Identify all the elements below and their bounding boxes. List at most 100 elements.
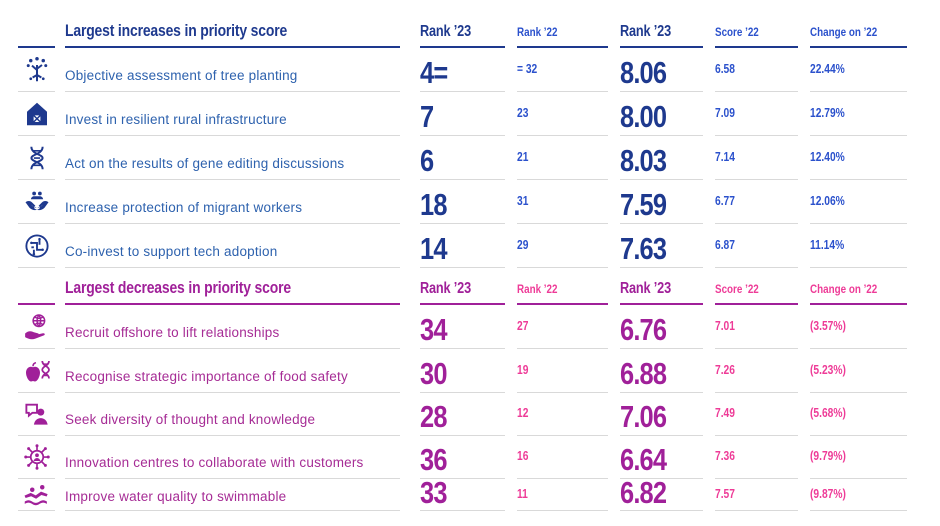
tree-planting-icon	[22, 55, 52, 85]
col-header-score23: Rank ’23	[620, 14, 703, 48]
value-text: 7.26	[715, 363, 735, 377]
col-header-rank22: Rank ’22	[517, 14, 608, 48]
score22-value: 7.36	[715, 436, 798, 479]
score22-value: 7.01	[715, 305, 798, 349]
value-text: (9.79%)	[810, 449, 846, 463]
score23-value: 6.82	[620, 477, 703, 511]
value-text: 7.09	[715, 106, 735, 120]
score23-value: 7.59	[620, 180, 703, 224]
value-text: 11.14%	[810, 238, 845, 252]
value-text: 6	[420, 143, 434, 178]
score22-value: 7.26	[715, 349, 798, 393]
row-icon-cell	[18, 136, 55, 180]
swimmers-icon	[22, 480, 52, 510]
change-value: 12.06%	[810, 180, 907, 224]
rank23-value: 28	[420, 393, 505, 436]
rank22-value: = 32	[517, 48, 608, 92]
row-icon-cell	[18, 479, 55, 511]
value-text: 8.06	[620, 55, 667, 90]
rank23-value: 36	[420, 436, 505, 479]
apple-dna-icon	[22, 356, 52, 386]
section-increases: Largest increases in priority score Rank…	[18, 14, 907, 268]
row-label-text: Co-invest to support tech adoption	[65, 244, 278, 259]
col-header-rank22: Rank ’22	[517, 276, 608, 305]
col-header-text: Rank ’23	[620, 280, 671, 297]
change-value: 12.79%	[810, 92, 907, 136]
rank23-value: 30	[420, 349, 505, 393]
col-header-score22: Score ’22	[715, 14, 798, 48]
value-text: 12.06%	[810, 194, 845, 208]
rank22-value: 23	[517, 92, 608, 136]
change-value: (5.68%)	[810, 393, 907, 436]
score23-value: 8.03	[620, 136, 703, 180]
table-row: Innovation centres to collaborate with c…	[18, 436, 907, 479]
value-text: 7.49	[715, 406, 735, 420]
value-text: 4=	[420, 55, 448, 90]
col-header-text: Rank ’23	[420, 23, 471, 40]
score22-value: 7.57	[715, 479, 798, 511]
score22-value: 7.09	[715, 92, 798, 136]
header-icon-spacer	[18, 276, 55, 305]
score23-value: 7.63	[620, 224, 703, 268]
value-text: 7.57	[715, 487, 735, 501]
score23-value: 8.00	[620, 92, 703, 136]
value-text: 6.77	[715, 194, 735, 208]
row-label-text: Objective assessment of tree planting	[65, 68, 298, 83]
col-header-text: Score ’22	[715, 25, 759, 39]
row-label: Recognise strategic importance of food s…	[65, 349, 400, 393]
globe-hand-icon	[22, 312, 52, 342]
rank22-value: 19	[517, 349, 608, 393]
col-header-text: Change on ’22	[810, 282, 878, 296]
row-label-text: Recognise strategic importance of food s…	[65, 369, 348, 384]
value-text: 31	[517, 194, 529, 208]
row-label: Innovation centres to collaborate with c…	[65, 436, 400, 479]
score22-value: 6.87	[715, 224, 798, 268]
value-text: 6.76	[620, 312, 667, 347]
value-text: 34	[420, 312, 447, 347]
value-text: 33	[420, 475, 447, 510]
change-value: 12.40%	[810, 136, 907, 180]
col-header-text: Change on ’22	[810, 25, 878, 39]
speech-person-icon	[22, 399, 52, 429]
change-value: 11.14%	[810, 224, 907, 268]
value-text: 12.40%	[810, 150, 845, 164]
row-label-text: Innovation centres to collaborate with c…	[65, 455, 364, 470]
section-title-text: Largest increases in priority score	[65, 21, 288, 40]
rank23-value: 6	[420, 136, 505, 180]
col-header-change: Change on ’22	[810, 276, 907, 305]
network-person-icon	[22, 442, 52, 472]
value-text: (5.68%)	[810, 406, 846, 420]
decreases-header-row: Largest decreases in priority score Rank…	[18, 276, 907, 305]
value-text: 22.44%	[810, 62, 845, 76]
col-header-text: Score ’22	[715, 282, 759, 296]
score22-value: 6.58	[715, 48, 798, 92]
value-text: 6.58	[715, 62, 735, 76]
table-row: Act on the results of gene editing discu…	[18, 136, 907, 180]
row-label: Increase protection of migrant workers	[65, 180, 400, 224]
value-text: (5.23%)	[810, 363, 846, 377]
value-text: 28	[420, 399, 447, 434]
rank22-value: 31	[517, 180, 608, 224]
value-text: (9.87%)	[810, 487, 846, 501]
row-icon-cell	[18, 180, 55, 224]
value-text: 7.63	[620, 231, 667, 266]
score22-value: 7.14	[715, 136, 798, 180]
value-text: (3.57%)	[810, 319, 846, 333]
value-text: 18	[420, 187, 447, 222]
section-title-text: Largest decreases in priority score	[65, 278, 291, 297]
rank22-value: 16	[517, 436, 608, 479]
col-header-text: Rank ’22	[517, 25, 558, 39]
value-text: 12	[517, 406, 529, 420]
col-header-score22: Score ’22	[715, 276, 798, 305]
rank22-value: 29	[517, 224, 608, 268]
change-value: 22.44%	[810, 48, 907, 92]
row-icon-cell	[18, 305, 55, 349]
row-label-text: Improve water quality to swimmable	[65, 489, 287, 504]
table-row: Improve water quality to swimmable 33 11…	[18, 475, 907, 511]
change-value: (5.23%)	[810, 349, 907, 393]
row-icon-cell	[18, 92, 55, 136]
rank22-value: 11	[517, 479, 608, 511]
col-header-rank23: Rank ’23	[420, 276, 505, 305]
value-text: 7.59	[620, 187, 667, 222]
row-label-text: Increase protection of migrant workers	[65, 200, 303, 215]
